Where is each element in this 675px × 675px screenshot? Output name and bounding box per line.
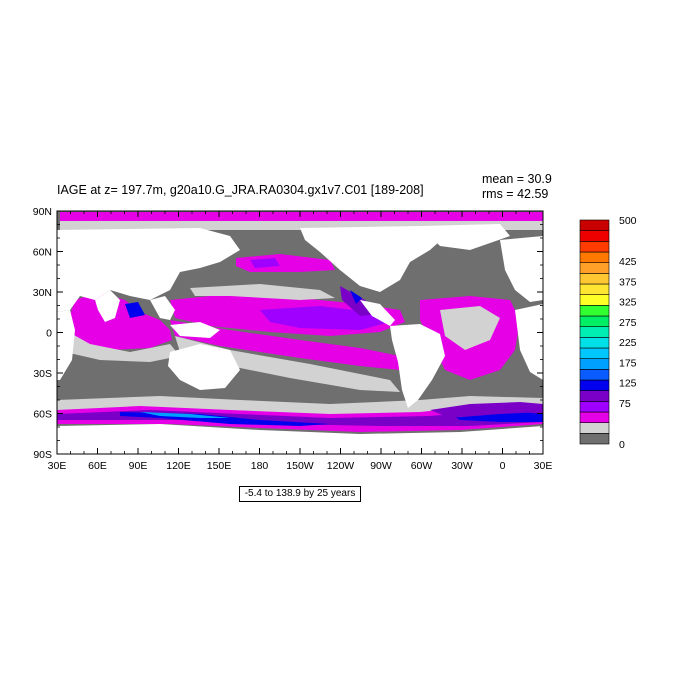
colorbar-box — [579, 401, 610, 413]
india-land — [95, 290, 120, 322]
australia-land — [168, 344, 240, 390]
y-tick-label: 60N — [33, 247, 52, 259]
y-tick-label: 60S — [33, 409, 52, 421]
y-tick-label: 90S — [33, 449, 52, 461]
y-tick-label: 0 — [46, 328, 52, 340]
colorbar-box — [579, 315, 610, 327]
atlantic-light — [440, 306, 500, 350]
colorbar-tick-label: 0 — [619, 439, 625, 451]
pacific-north-light — [190, 284, 335, 300]
colorbar-tick-label: 275 — [619, 317, 637, 329]
europe-land — [500, 236, 543, 302]
rms-stat: rms = 42.59 — [482, 187, 549, 201]
x-tick-label: 90W — [370, 460, 392, 472]
colorbar-tick-label: 500 — [619, 215, 637, 227]
x-tick-label: 90E — [129, 460, 148, 472]
x-tick-label: 180 — [251, 460, 269, 472]
ocean-map — [57, 211, 543, 454]
greenland-land — [420, 224, 510, 250]
chart-title: IAGE at z= 197.7m, g20a10.G_JRA.RA0304.g… — [57, 183, 424, 197]
colorbar-box — [579, 422, 610, 434]
colorbar-box — [579, 369, 610, 381]
eurasia-land — [57, 228, 240, 312]
central-america-land — [360, 300, 395, 326]
colorbar-box — [579, 230, 610, 242]
colorbar-box — [579, 262, 610, 274]
colorbar-box — [579, 326, 610, 338]
colorbar-tick-label: 125 — [619, 378, 637, 390]
bay-of-bengal-blue — [125, 302, 145, 318]
mean-stat: mean = 30.9 — [482, 172, 552, 186]
indonesia-land — [170, 322, 220, 338]
antarctica-land — [57, 424, 543, 454]
se-asia-land — [150, 296, 175, 320]
x-tick-label: 120W — [327, 460, 355, 472]
x-tick-label: 0 — [500, 460, 506, 472]
x-tick-label: 150W — [286, 460, 314, 472]
colorbar-tick-label: 425 — [619, 256, 637, 268]
colorbar-box — [579, 379, 610, 391]
x-tick-label: 60W — [411, 460, 433, 472]
pacific-south-light — [175, 336, 400, 392]
colorbar-box — [579, 305, 610, 317]
north-pacific-purple — [250, 258, 280, 268]
colorbar: 500 425 375 325 275 225 175 125 75 0 — [579, 215, 637, 451]
colorbar-box — [579, 241, 610, 253]
y-tick-label: 90N — [33, 206, 52, 218]
x-tick-label: 120E — [166, 460, 191, 472]
x-tick-label: 150E — [207, 460, 232, 472]
map-axes: 30E 60E 90E 120E 150E 180 150W 120W 90W 60W 30W 0 30… — [33, 206, 553, 472]
arctic-band — [60, 212, 543, 221]
colorbar-box — [579, 219, 610, 231]
colorbar-tick-label: 175 — [619, 357, 637, 369]
colorbar-box — [579, 358, 610, 370]
arctic-light-band — [60, 221, 543, 230]
south-america-land — [390, 324, 445, 408]
colorbar-box — [579, 273, 610, 285]
y-tick-label: 30S — [33, 368, 52, 380]
colorbar-box — [579, 337, 610, 349]
colorbar-tick-label: 325 — [619, 297, 637, 309]
africa-east-land — [515, 304, 543, 380]
colorbar-box — [579, 411, 610, 423]
southern-cyan-streak — [140, 412, 230, 418]
colorbar-tick-label: 375 — [619, 276, 637, 288]
south-atlantic-purple — [430, 402, 543, 418]
colorbar-box — [579, 390, 610, 402]
contour-range-label: -5.4 to 138.9 by 25 years — [239, 486, 361, 502]
x-tick-label: 60E — [88, 460, 107, 472]
x-tick-label: 30E — [534, 460, 553, 472]
colorbar-box — [579, 251, 610, 263]
africa-land — [57, 310, 75, 380]
colorbar-box — [579, 347, 610, 359]
pacific-south-magenta — [170, 320, 400, 370]
x-tick-label: 30W — [451, 460, 473, 472]
north-america-land — [300, 226, 450, 292]
colorbar-tick-label: 225 — [619, 337, 637, 349]
colorbar-box — [579, 283, 610, 295]
x-tick-label: 30E — [48, 460, 67, 472]
indian-ocean-magenta — [65, 292, 172, 350]
colorbar-box — [579, 294, 610, 306]
indian-ocean-light — [65, 330, 180, 362]
colorbar-tick-label: 75 — [619, 398, 631, 410]
colorbar-box — [579, 433, 610, 445]
gulf-blue — [350, 290, 362, 304]
y-tick-label: 30N — [33, 287, 52, 299]
